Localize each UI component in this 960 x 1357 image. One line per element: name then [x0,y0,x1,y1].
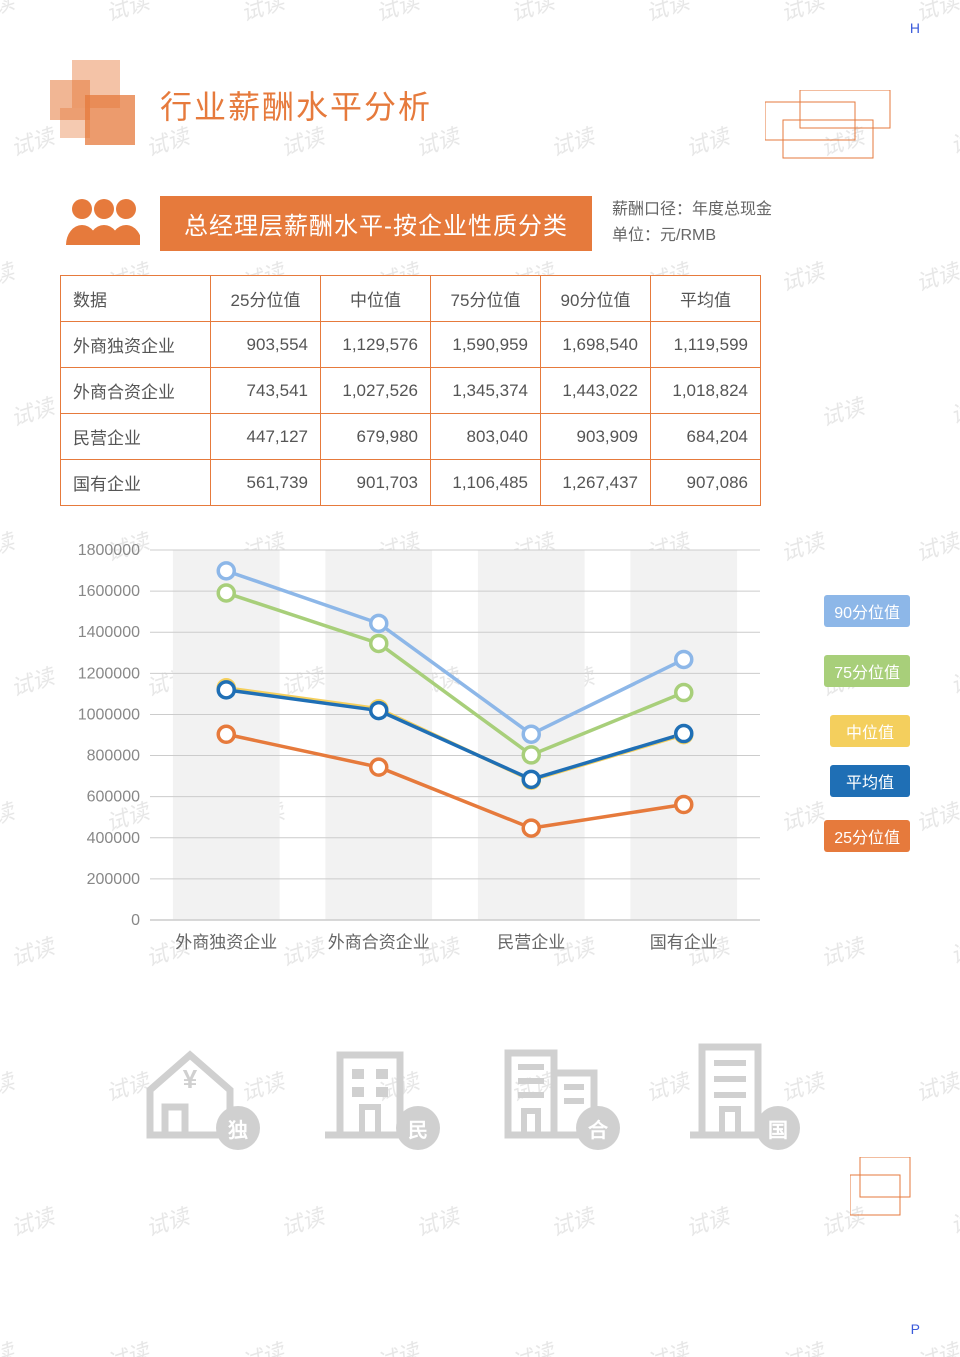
enterprise-type-icon: 合 [490,1035,610,1150]
legend-med: 中位值 [830,715,910,747]
table-col-header: 数据 [61,276,211,322]
cell-value: 1,698,540 [541,322,651,368]
table-col-header: 25分位值 [211,276,321,322]
cell-value: 901,703 [321,460,431,506]
legend-p90: 90分位值 [824,595,910,627]
enterprise-badge: 国 [756,1106,800,1150]
line-chart: 0 200000 400000 600000 800000 1000000 1200000 1… [60,540,900,980]
decor-rects-top [765,90,905,170]
svg-text:外商合资企业: 外商合资企业 [328,933,430,952]
svg-text:1000000: 1000000 [78,706,140,723]
enterprise-badge: 合 [576,1106,620,1150]
table-row: 外商独资企业903,5541,129,5761,590,9591,698,540… [61,322,761,368]
people-icon [60,195,140,251]
page-header: 行业薪酬水平分析 [50,60,432,150]
table-row: 外商合资企业743,5411,027,5261,345,3741,443,022… [61,368,761,414]
section-banner: 总经理层薪酬水平-按企业性质分类 [160,196,592,251]
cell-value: 1,345,374 [431,368,541,414]
svg-text:1800000: 1800000 [78,542,140,559]
legend-p25: 25分位值 [824,820,910,852]
svg-text:国有企业: 国有企业 [650,933,718,952]
svg-text:1200000: 1200000 [78,665,140,682]
row-label: 外商独资企业 [61,322,211,368]
cell-value: 903,554 [211,322,321,368]
meta-line-1: 薪酬口径：年度总现金 [612,197,772,223]
svg-text:1600000: 1600000 [78,583,140,600]
table-col-header: 中位值 [321,276,431,322]
legend-avg: 平均值 [830,765,910,797]
cell-value: 679,980 [321,414,431,460]
cell-value: 1,119,599 [651,322,761,368]
table-header-row: 数据25分位值中位值75分位值90分位值平均值 [61,276,761,322]
footer-icons-row: ¥独民合国 [130,1035,900,1150]
table-col-header: 75分位值 [431,276,541,322]
svg-text:¥: ¥ [183,1064,198,1094]
svg-text:1400000: 1400000 [78,624,140,641]
row-label: 民营企业 [61,414,211,460]
cell-value: 1,106,485 [431,460,541,506]
data-table-wrap: 数据25分位值中位值75分位值90分位值平均值 外商独资企业903,5541,1… [60,275,761,506]
cell-value: 803,040 [431,414,541,460]
header-decor-blocks [50,60,140,150]
section-banner-row: 总经理层薪酬水平-按企业性质分类 薪酬口径：年度总现金 单位：元/RMB [60,195,900,251]
table-row: 民营企业447,127679,980803,040903,909684,204 [61,414,761,460]
cell-value: 447,127 [211,414,321,460]
enterprise-type-icon: 民 [310,1035,430,1150]
cell-value: 1,590,959 [431,322,541,368]
table-col-header: 平均值 [651,276,761,322]
svg-text:民营企业: 民营企业 [497,933,565,952]
corner-bottom-right: P [911,1321,920,1337]
decor-rects-bottom [850,1157,920,1227]
legend-p75: 75分位值 [824,655,910,687]
row-label: 外商合资企业 [61,368,211,414]
cell-value: 1,018,824 [651,368,761,414]
cell-value: 1,267,437 [541,460,651,506]
svg-text:800000: 800000 [87,748,140,765]
enterprise-badge: 独 [216,1106,260,1150]
corner-top-right: H [910,20,920,36]
svg-text:400000: 400000 [87,830,140,847]
page-title: 行业薪酬水平分析 [160,82,432,128]
enterprise-type-icon: ¥独 [130,1035,250,1150]
cell-value: 1,027,526 [321,368,431,414]
salary-table: 数据25分位值中位值75分位值90分位值平均值 外商独资企业903,5541,1… [60,275,761,506]
enterprise-type-icon: 国 [670,1035,790,1150]
svg-text:200000: 200000 [87,871,140,888]
row-label: 国有企业 [61,460,211,506]
table-col-header: 90分位值 [541,276,651,322]
meta-line-2: 单位：元/RMB [612,223,772,249]
cell-value: 684,204 [651,414,761,460]
cell-value: 903,909 [541,414,651,460]
cell-value: 907,086 [651,460,761,506]
svg-text:0: 0 [131,912,140,929]
svg-text:外商独资企业: 外商独资企业 [175,933,277,952]
table-body: 外商独资企业903,5541,129,5761,590,9591,698,540… [61,322,761,506]
chart-svg: 0 200000 400000 600000 800000 1000000 1200000 1… [60,540,900,980]
cell-value: 1,129,576 [321,322,431,368]
svg-text:600000: 600000 [87,789,140,806]
cell-value: 561,739 [211,460,321,506]
table-row: 国有企业561,739901,7031,106,4851,267,437907,… [61,460,761,506]
cell-value: 743,541 [211,368,321,414]
enterprise-badge: 民 [396,1106,440,1150]
section-meta: 薪酬口径：年度总现金 单位：元/RMB [612,197,772,248]
cell-value: 1,443,022 [541,368,651,414]
